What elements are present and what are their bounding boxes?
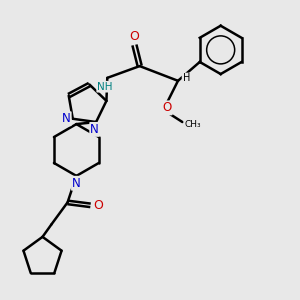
Text: O: O [130,30,139,43]
Text: NH: NH [97,82,113,92]
Text: CH₃: CH₃ [184,121,201,130]
Text: N: N [72,177,81,190]
Text: O: O [94,199,103,212]
Text: N: N [90,123,99,136]
Text: H: H [182,74,190,83]
Text: N: N [62,112,71,125]
Text: O: O [163,101,172,114]
